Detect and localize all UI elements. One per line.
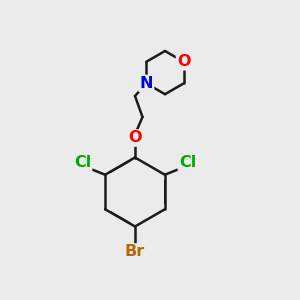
- Text: O: O: [128, 130, 142, 146]
- Text: Cl: Cl: [179, 155, 196, 170]
- Text: Br: Br: [125, 244, 145, 260]
- Text: N: N: [140, 76, 153, 91]
- Text: O: O: [177, 54, 190, 69]
- Text: Cl: Cl: [74, 155, 91, 170]
